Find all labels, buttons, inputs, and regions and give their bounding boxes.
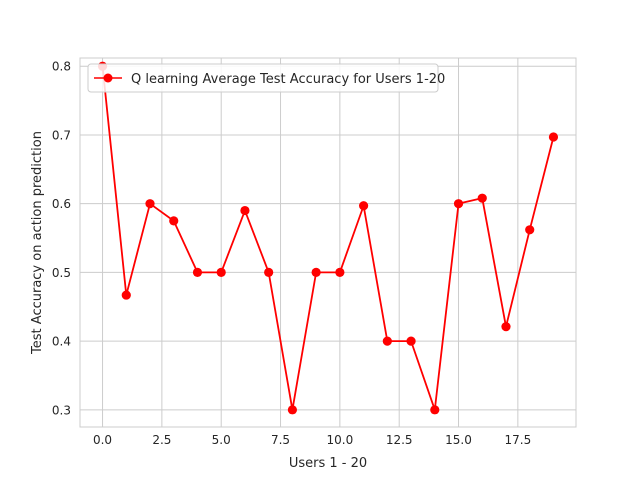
x-tick-label: 10.0 xyxy=(327,433,354,447)
x-tick-label: 17.5 xyxy=(504,433,531,447)
data-point xyxy=(192,267,203,277)
y-tick-label: 0.4 xyxy=(52,335,71,349)
data-point xyxy=(240,205,250,216)
data-point xyxy=(311,267,321,277)
data-point xyxy=(216,267,226,277)
data-point xyxy=(548,132,559,142)
data-point xyxy=(287,405,298,415)
legend-label: Q learning Average Test Accuracy for Use… xyxy=(131,72,445,87)
series-group xyxy=(97,61,559,415)
axis-ticks: 0.0 2.5 5.0 7.5 10.0 12.5 15.0 17.5 0.3 0.4 0.5 0.6… xyxy=(52,60,531,447)
data-point xyxy=(358,201,369,211)
x-tick-label: 15.0 xyxy=(445,433,472,447)
x-tick-label: 2.5 xyxy=(152,433,171,447)
y-tick-label: 0.5 xyxy=(52,266,71,280)
x-axis-label: Users 1 - 20 xyxy=(289,456,367,471)
data-point xyxy=(477,193,487,203)
data-point xyxy=(264,267,274,277)
data-point xyxy=(525,225,535,235)
legend-box xyxy=(87,63,439,93)
plot-area-frame xyxy=(79,57,577,428)
data-point xyxy=(335,267,345,277)
y-tick-label: 0.3 xyxy=(52,403,71,417)
data-point xyxy=(382,336,392,346)
data-point xyxy=(145,199,155,209)
y-tick-label: 0.8 xyxy=(52,60,71,74)
data-point xyxy=(501,322,511,332)
x-tick-label: 0.0 xyxy=(93,433,112,447)
data-point xyxy=(453,199,464,209)
data-point xyxy=(169,216,179,226)
y-tick-label: 0.7 xyxy=(52,128,71,142)
y-tick-label: 0.6 xyxy=(52,197,71,211)
x-tick-label: 12.5 xyxy=(386,433,413,447)
legend-marker-swatch xyxy=(103,73,113,83)
legend: Q learning Average Test Accuracy for Use… xyxy=(87,63,445,93)
data-point xyxy=(430,405,440,415)
data-point xyxy=(121,290,131,300)
y-axis-label: Test Accuracy on action prediction xyxy=(30,131,45,355)
x-tick-label: 5.0 xyxy=(212,433,231,447)
x-tick-label: 7.5 xyxy=(271,433,290,447)
data-point xyxy=(406,336,416,346)
